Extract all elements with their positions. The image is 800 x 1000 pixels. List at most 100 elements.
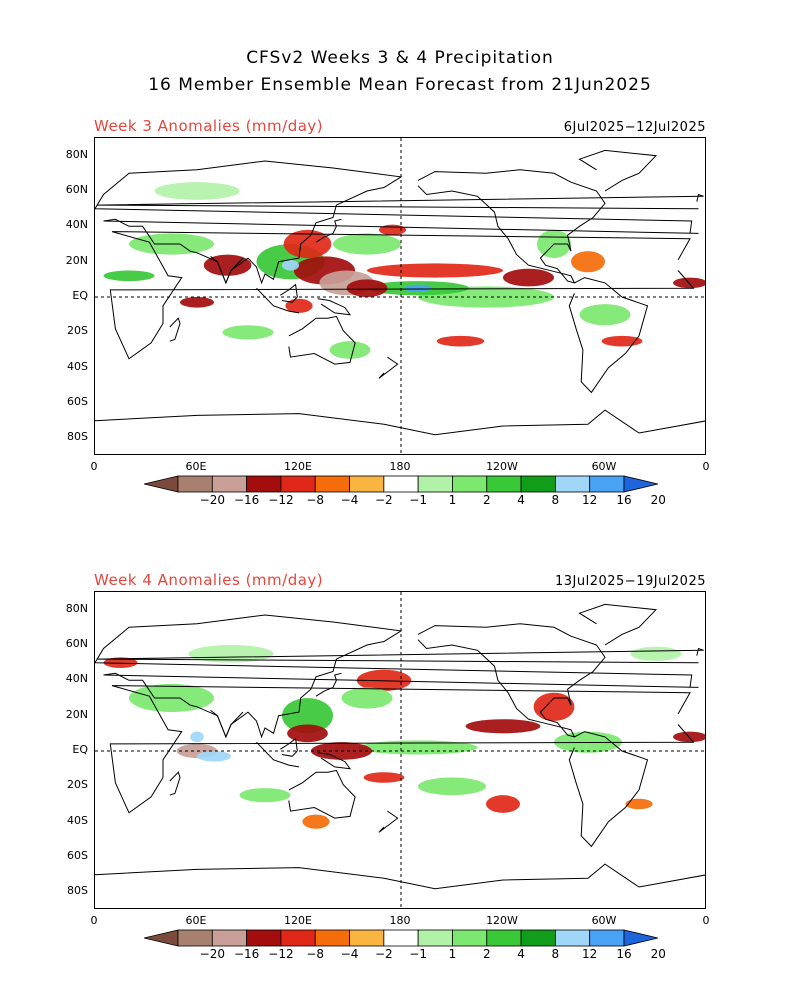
panel-1-colorbar-label: 8 <box>551 493 560 507</box>
panel-2-colorbar-label: −16 <box>233 947 260 961</box>
panel-1-lat-tick-label: 20S <box>67 324 88 338</box>
panel-2-coastline <box>256 741 300 768</box>
panel-1-anomaly-patch <box>282 259 299 271</box>
panel-1-coastline <box>280 283 298 303</box>
panel-2-lat-tick-label: 80S <box>67 884 88 898</box>
panel-2-coastline <box>315 672 342 697</box>
panel-2-lat-tick-label: EQ <box>72 743 88 756</box>
colorbar-swatch <box>520 929 556 947</box>
panel-1-lon-tick-label: 120E <box>284 460 312 473</box>
panel-2-colorbar-label: 20 <box>650 947 666 961</box>
panel-2-colorbar-label: 16 <box>616 947 632 961</box>
panel-2-lat-tick-label: 20N <box>65 707 88 721</box>
panel-2-anomaly-patch <box>190 731 204 743</box>
panel-1-coastline <box>378 356 399 379</box>
colorbar-swatch <box>177 475 213 493</box>
panel-1-lon-tick-label: 120W <box>486 460 518 473</box>
panel-1-lon-tick-label: 0 <box>702 460 710 473</box>
panel-1-coastline <box>95 160 699 285</box>
panel-2-anomaly-patch <box>465 719 541 734</box>
panel-1-colorbar-label: −8 <box>306 493 325 507</box>
panel-1-anomaly-patch <box>579 304 631 326</box>
panel-2-colorbar-label: −12 <box>268 947 294 961</box>
colorbar-swatch <box>589 929 625 947</box>
panel-1-anomaly-patch <box>154 182 240 200</box>
panel-2-anomaly-patch <box>356 669 412 691</box>
panel-1-coastline <box>578 149 658 192</box>
colorbar-swatch <box>589 475 625 493</box>
panel-2-colorbar-label: 12 <box>582 947 598 961</box>
panel-2-anomaly-patch <box>358 740 478 755</box>
panel-1-colorbar-label: 16 <box>616 493 632 507</box>
panel-2-lon-tick-label: 120W <box>486 914 518 927</box>
panel-1-coastline <box>96 193 704 210</box>
panel-1-date-range: 6Jul2025−12Jul2025 <box>563 120 706 135</box>
panel-1-coastline <box>169 317 181 342</box>
panel-1-anomaly-patch <box>571 251 605 273</box>
colorbar-swatch <box>211 929 248 947</box>
panel-2-coastline <box>169 771 181 796</box>
panel-1-colorbar-label: 2 <box>482 493 491 507</box>
panel-1-anomaly-patch <box>378 224 407 236</box>
panel-2-colorbar-label: −2 <box>374 947 393 961</box>
panel-1-lat-tick-label: 40S <box>67 359 88 373</box>
chart-subtitle: 16 Member Ensemble Mean Forecast from 21… <box>148 75 652 95</box>
panel-2-coastline <box>280 737 298 757</box>
colorbar-swatch <box>452 475 488 493</box>
panel-1-lat-tick-label: EQ <box>72 289 88 302</box>
colorbar-swatch <box>554 475 591 493</box>
panel-1-colorbar-label: −12 <box>268 493 294 507</box>
panel-2-map <box>94 591 706 909</box>
colorbar-right-arrow <box>623 929 658 947</box>
colorbar-swatch <box>554 929 591 947</box>
colorbar-right-arrow <box>623 475 658 493</box>
panel-2-coastline <box>317 752 352 770</box>
panel-2-anomaly-patch <box>625 798 653 810</box>
panel-1-colorbar-label: 20 <box>650 493 666 507</box>
panel-1-anomaly-patch <box>436 335 485 347</box>
panel-2-anomaly-patch <box>282 698 333 734</box>
panel-1-anomaly-patch <box>333 233 401 255</box>
panel-2-anomaly-patch <box>103 657 138 668</box>
panel-2-coastline <box>568 731 649 848</box>
panel-1-colorbar-label: 1 <box>448 493 457 507</box>
panel-2-lat-tick-label: 80N <box>65 601 88 615</box>
panel-2-anomaly-patch <box>287 724 328 743</box>
panel-2-map-svg <box>95 592 705 908</box>
panel-2-colorbar <box>144 929 658 947</box>
panel-2-lon-tick-label: 60E <box>185 914 207 927</box>
colorbar-left-arrow <box>144 929 179 947</box>
panel-1-colorbar-label: 4 <box>517 493 525 507</box>
panel-1-anomaly-patch <box>404 284 432 292</box>
panel-2-colorbar-label: 8 <box>551 947 560 961</box>
panel-2-date-range: 13Jul2025−19Jul2025 <box>554 574 706 589</box>
panel-1-anomaly-patch <box>601 335 643 347</box>
panel-1-lon-tick-label: 0 <box>90 460 98 473</box>
panel-1-lat-tick-label: 80S <box>67 430 88 444</box>
panel-2-coastline <box>210 710 244 739</box>
panel-1-anomaly-patch <box>346 279 388 297</box>
panel-2-colorbar-label: −1 <box>409 947 427 961</box>
panel-1-colorbar-label: −2 <box>374 493 393 507</box>
panel-2-coastline <box>417 623 606 738</box>
panel-1-anomaly-patch <box>283 229 332 259</box>
panel-2-anomaly-patch <box>363 772 405 783</box>
panel-1-lon-tick-label: 60E <box>185 460 207 473</box>
colorbar-swatch <box>280 929 316 947</box>
panel-1-colorbar-label: 12 <box>582 493 598 507</box>
colorbar-swatch <box>417 929 453 947</box>
panel-2-anomaly-patch <box>188 645 274 663</box>
panel-1-lat-tick-label: 40N <box>65 218 88 232</box>
colorbar-swatch <box>383 475 419 493</box>
colorbar-swatch <box>417 475 453 493</box>
panel-1-anomaly-patch <box>180 297 214 308</box>
panel-2-colorbar-label: −8 <box>306 947 325 961</box>
panel-1-colorbar-label: −20 <box>199 493 225 507</box>
panel-2-lat-tick-label: 60N <box>65 637 88 650</box>
panel-1-title: Week 3 Anomalies (mm/day) <box>94 117 324 135</box>
panel-2-lon-tick-label: 0 <box>702 914 710 927</box>
panel-1-colorbar-label: −1 <box>409 493 427 507</box>
colorbar-swatch <box>280 475 316 493</box>
panel-1-map-svg <box>95 138 705 454</box>
panel-1-anomaly-patch <box>103 270 155 282</box>
